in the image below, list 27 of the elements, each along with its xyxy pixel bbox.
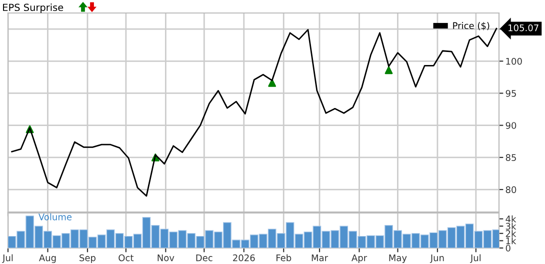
y-tick-label: 2k xyxy=(506,230,516,237)
chart-title: EPS Surprise xyxy=(3,4,64,13)
x-tick-label: Feb xyxy=(276,254,292,262)
x-tick-label: Sep xyxy=(80,254,96,263)
y-tick-label: 85 xyxy=(506,154,516,161)
y-tick-label: 100 xyxy=(506,58,522,65)
x-tick-label: 2026 xyxy=(233,254,255,262)
x-tick-label: Nov xyxy=(158,254,174,262)
x-tick-label: Apr xyxy=(352,254,368,263)
x-tick-label: Jul xyxy=(470,254,481,263)
y-tick-label: 0 xyxy=(506,244,510,252)
x-tick-label: May xyxy=(389,254,407,263)
y-tick-label: 95 xyxy=(506,90,516,97)
y-tick-label: 80 xyxy=(506,186,516,194)
legend-label: Price ($) xyxy=(453,22,490,30)
x-tick-label: Jul xyxy=(2,254,13,263)
x-tick-label: Oct xyxy=(118,254,134,262)
x-tick-label: Aug xyxy=(39,254,56,263)
y-tick-label: 90 xyxy=(506,122,516,129)
y-tick-label: 3k xyxy=(506,222,516,230)
x-tick-label: Mar xyxy=(312,254,328,262)
y-tick-label: 1k xyxy=(506,237,516,244)
x-tick-label: Dec xyxy=(196,254,212,262)
annotation: 105.07 xyxy=(508,24,538,32)
annotation: Volume xyxy=(38,213,72,220)
y-tick-label: 4k xyxy=(506,215,516,222)
x-tick-label: Jun xyxy=(430,254,444,263)
